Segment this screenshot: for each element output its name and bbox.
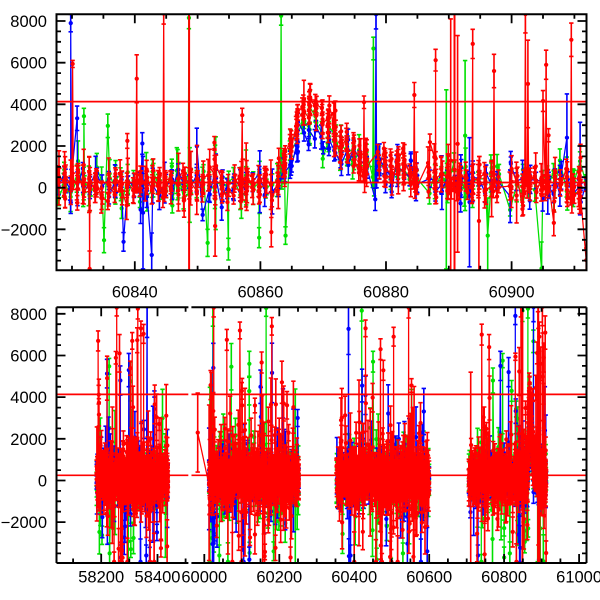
svg-text:60860: 60860	[237, 284, 283, 302]
svg-text:60880: 60880	[363, 284, 409, 302]
svg-text:8000: 8000	[10, 13, 47, 31]
svg-text:60000: 60000	[181, 568, 227, 586]
svg-text:4000: 4000	[10, 96, 47, 114]
svg-text:2000: 2000	[10, 138, 47, 156]
svg-text:0: 0	[38, 473, 47, 491]
svg-text:4000: 4000	[10, 389, 47, 407]
svg-text:−2000: −2000	[1, 514, 47, 532]
svg-text:61000: 61000	[556, 568, 600, 586]
svg-text:60600: 60600	[406, 568, 452, 586]
svg-text:60800: 60800	[481, 568, 527, 586]
svg-text:−2000: −2000	[1, 221, 47, 239]
svg-text:8000: 8000	[10, 306, 47, 324]
svg-text:60900: 60900	[489, 284, 535, 302]
svg-text:2000: 2000	[10, 431, 47, 449]
svg-text:6000: 6000	[10, 348, 47, 366]
svg-text:0: 0	[38, 180, 47, 198]
svg-text:60840: 60840	[112, 284, 158, 302]
svg-text:6000: 6000	[10, 55, 47, 73]
svg-text:60400: 60400	[331, 568, 377, 586]
svg-text:58400: 58400	[135, 568, 181, 586]
svg-text:58200: 58200	[78, 568, 124, 586]
svg-text:60200: 60200	[256, 568, 302, 586]
